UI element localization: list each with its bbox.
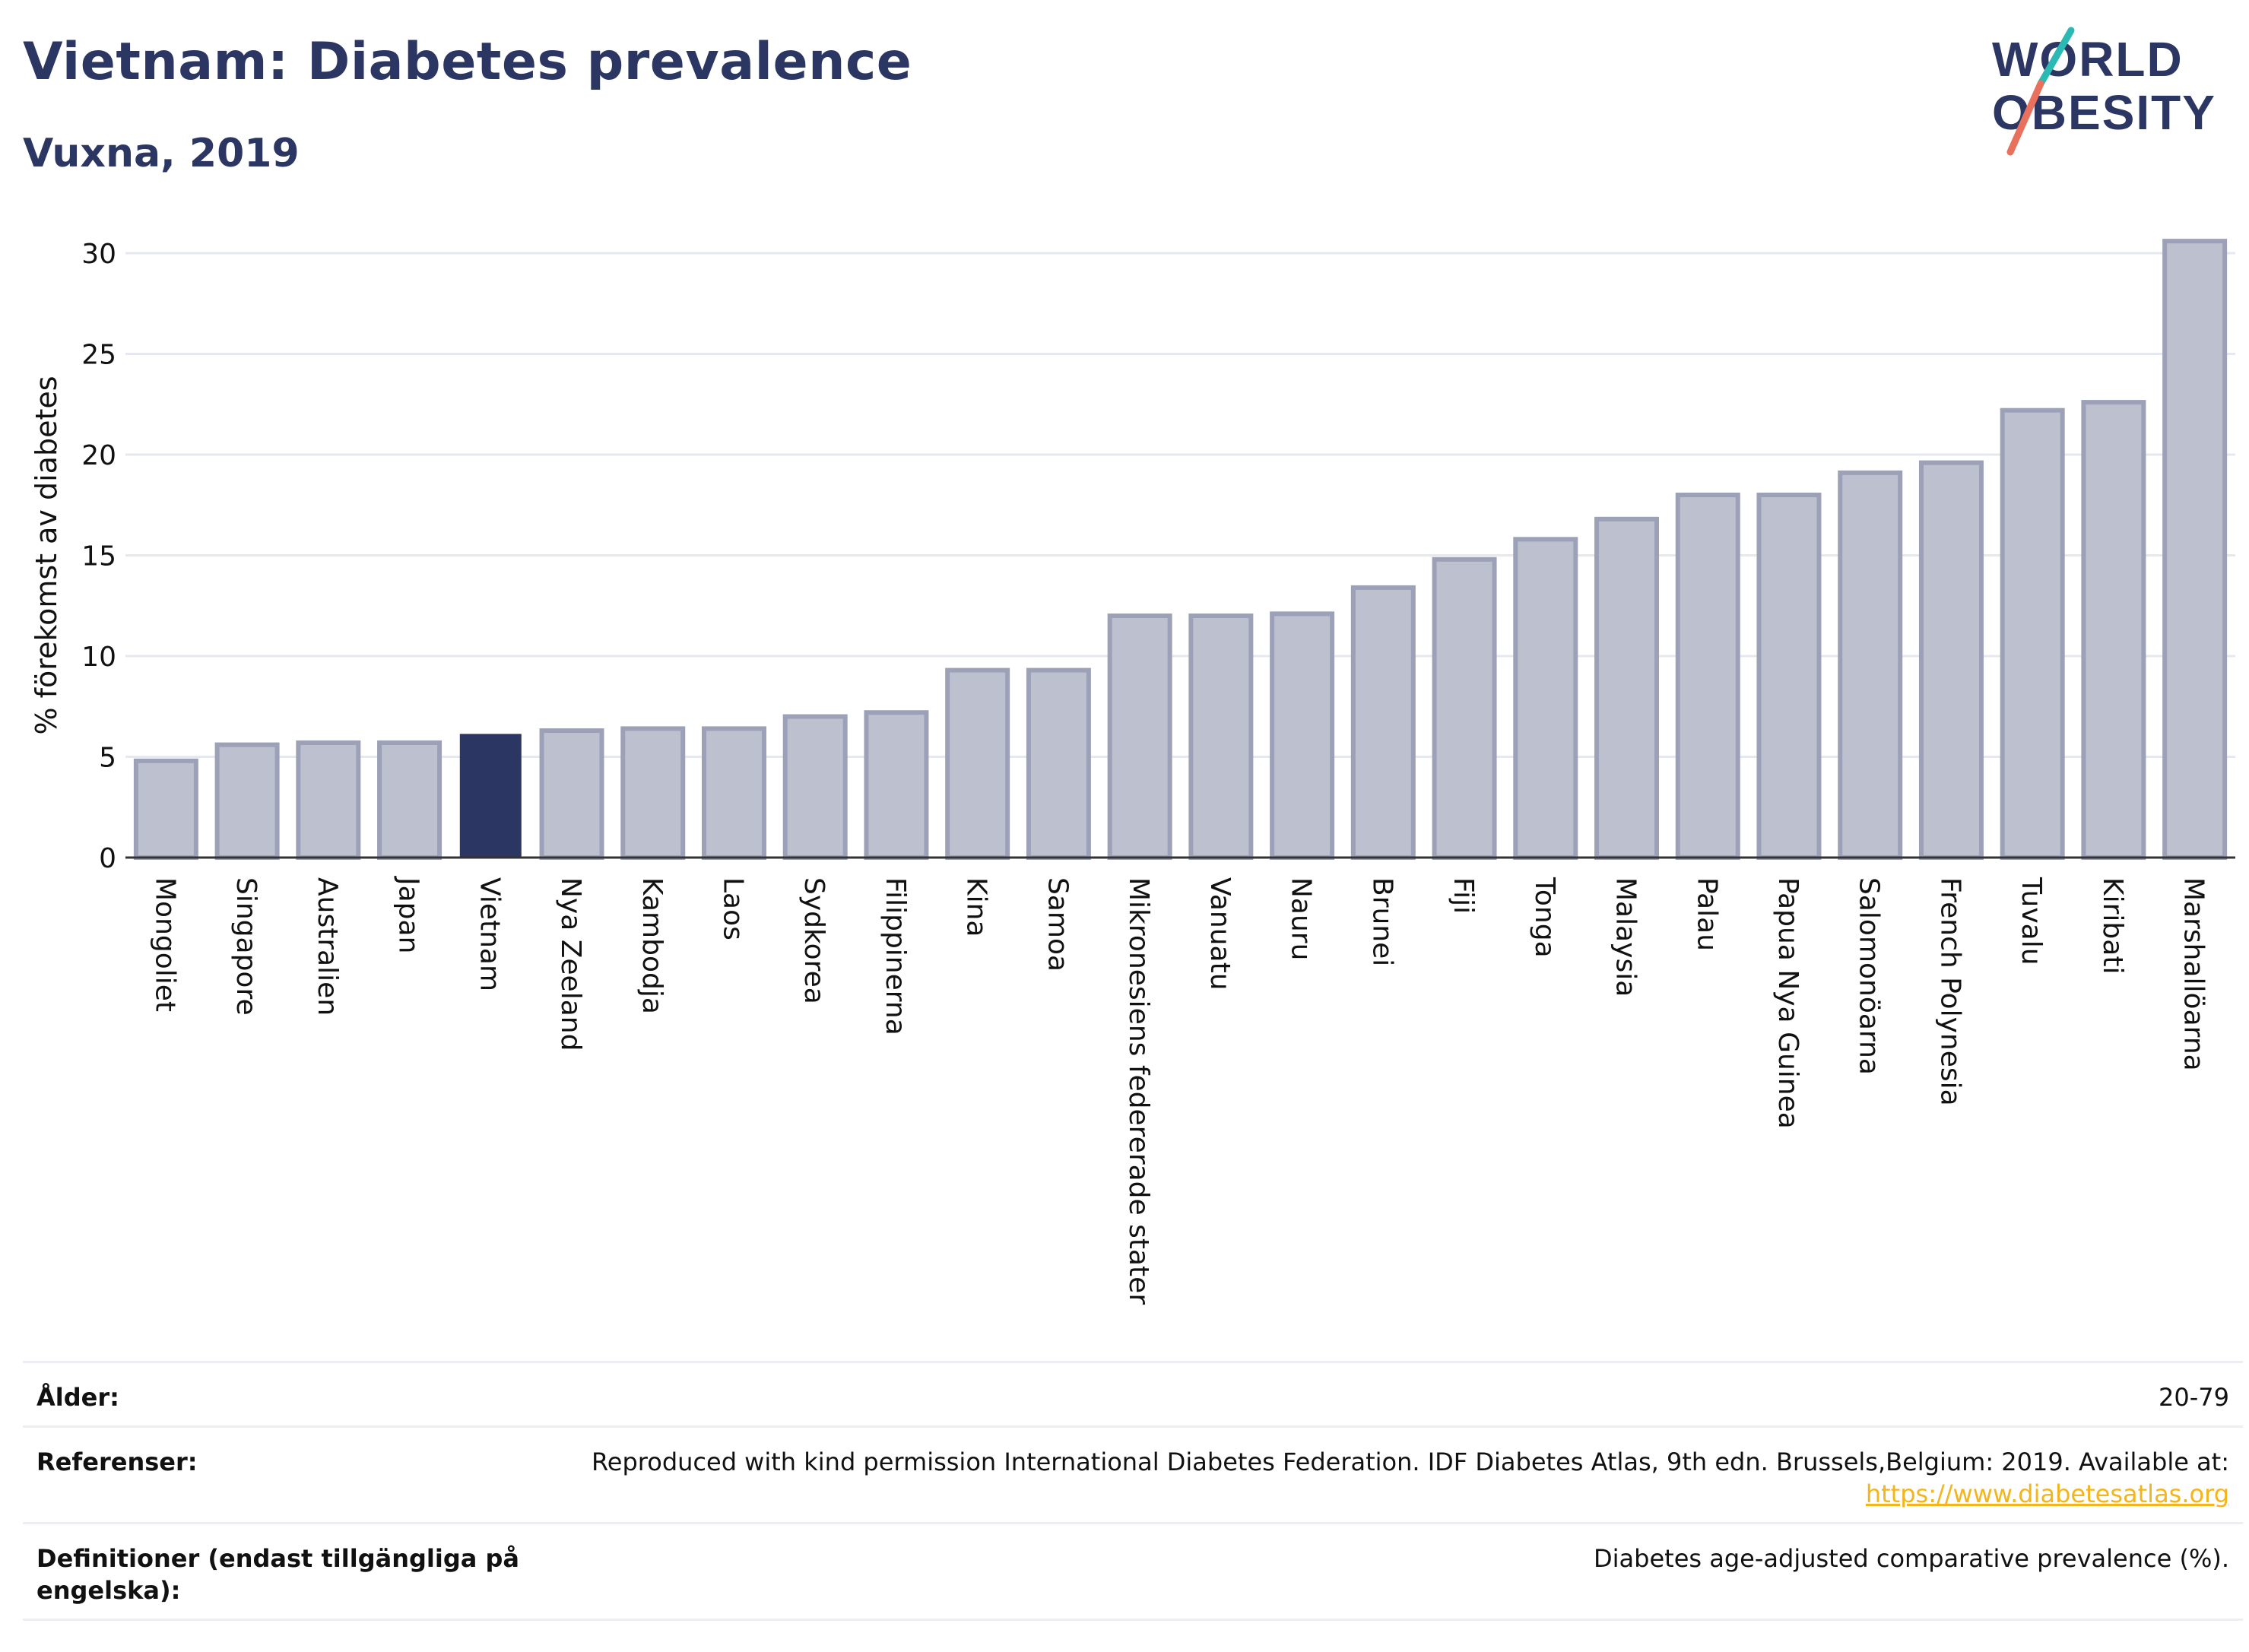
y-tick-label: 30 xyxy=(81,239,116,270)
y-tick-label: 20 xyxy=(81,440,116,471)
bar xyxy=(214,742,280,860)
x-tick-label: Samoa xyxy=(1042,877,1073,972)
x-tick-label: Vietnam xyxy=(474,877,505,991)
bar xyxy=(2081,400,2146,860)
bar xyxy=(2000,407,2065,860)
bar xyxy=(620,726,686,861)
x-tick-label: Kambodja xyxy=(636,877,668,1014)
x-tick-label: Mikronesiens federerade stater xyxy=(1123,877,1154,1305)
x-tick-label: Japan xyxy=(393,876,424,953)
x-tick-label: Malaysia xyxy=(1610,877,1642,997)
definitions-value: Diabetes age-adjusted comparative preval… xyxy=(1594,1544,2229,1573)
bar xyxy=(1026,667,1091,860)
x-tick-label: Kiribati xyxy=(2097,877,2128,974)
info-row-references: Referenser: Reproduced with kind permiss… xyxy=(23,1425,2243,1522)
y-tick-label: 25 xyxy=(81,340,116,371)
bar xyxy=(701,726,766,861)
bar xyxy=(1350,585,1416,861)
x-tick-label: French Polynesia xyxy=(1934,877,1965,1106)
bar xyxy=(296,740,361,861)
x-tick-label: Tonga xyxy=(1529,877,1560,958)
x-tick-label: Fiji xyxy=(1448,877,1479,914)
x-tick-label: Brunei xyxy=(1366,877,1397,966)
x-tick-label: Australien xyxy=(312,877,343,1016)
bar xyxy=(1756,493,1822,860)
bar xyxy=(2162,239,2228,861)
bar-chart: 0 5 10 15 20 25 30 % förekomst av diabetes Mongo… xyxy=(30,239,2235,1305)
info-row-age: Ålder: 20-79 xyxy=(23,1361,2243,1425)
y-axis-title: % förekomst av diabetes xyxy=(30,376,63,734)
x-tick-label: Laos xyxy=(717,877,748,940)
info-row-definitions: Definitioner (endast tillgängliga på eng… xyxy=(23,1522,2243,1621)
bar xyxy=(377,740,443,861)
y-tick-label: 0 xyxy=(99,843,116,874)
page-title: Vietnam: Diabetes prevalence xyxy=(23,32,912,92)
x-tick-label: Tuvalu xyxy=(2016,877,2047,966)
definitions-label-line1: Definitioner (endast tillgängliga på xyxy=(36,1544,519,1573)
age-label: Ålder: xyxy=(36,1383,119,1412)
bar xyxy=(133,758,198,860)
x-tick-label: Vanuatu xyxy=(1204,877,1236,991)
bar xyxy=(945,667,1010,860)
bar xyxy=(1432,556,1497,860)
bar xyxy=(1188,614,1254,860)
x-tick-label: Papua Nya Guinea xyxy=(1772,877,1803,1129)
x-tick-label: Filippinerna xyxy=(880,877,911,1035)
y-tick-label: 5 xyxy=(99,743,116,774)
age-value: 20-79 xyxy=(2159,1383,2229,1412)
x-tick-label: Kina xyxy=(961,877,992,937)
bar xyxy=(1107,614,1172,860)
definitions-label-line2: engelska): xyxy=(36,1576,181,1605)
page-subtitle: Vuxna, 2019 xyxy=(23,131,300,176)
references-text: Reproduced with kind permission Internat… xyxy=(591,1447,2229,1476)
info-table: Ålder: 20-79 Referenser: Reproduced with… xyxy=(23,1361,2243,1621)
y-tick-label: 15 xyxy=(81,541,116,572)
x-tick-label: Marshallöarna xyxy=(2178,877,2209,1071)
world-obesity-logo: WORLD OBESITY xyxy=(1992,27,2215,156)
references-link[interactable]: https://www.diabetesatlas.org xyxy=(1865,1479,2229,1508)
bar xyxy=(1513,537,1578,860)
y-tick-label: 10 xyxy=(81,642,116,673)
x-tick-label: Nya Zeeland xyxy=(555,877,586,1051)
x-tick-label: Nauru xyxy=(1286,877,1317,960)
x-tick-label: Mongoliet xyxy=(149,877,180,1012)
x-tick-label: Palau xyxy=(1691,877,1722,951)
svg-text:WORLD: WORLD xyxy=(1992,32,2184,87)
x-tick-label: Sydkorea xyxy=(798,877,829,1004)
bar xyxy=(1918,460,1984,860)
bar xyxy=(864,710,929,861)
bar xyxy=(1594,516,1660,860)
bar xyxy=(1838,470,1903,860)
bar xyxy=(1675,493,1740,860)
bar xyxy=(782,714,848,860)
bar xyxy=(459,734,522,858)
references-label: Referenser: xyxy=(36,1447,198,1476)
x-tick-label: Salomonöarna xyxy=(1854,877,1885,1075)
bar xyxy=(1270,611,1335,860)
x-tick-label: Singapore xyxy=(230,877,262,1016)
bar xyxy=(539,728,604,860)
